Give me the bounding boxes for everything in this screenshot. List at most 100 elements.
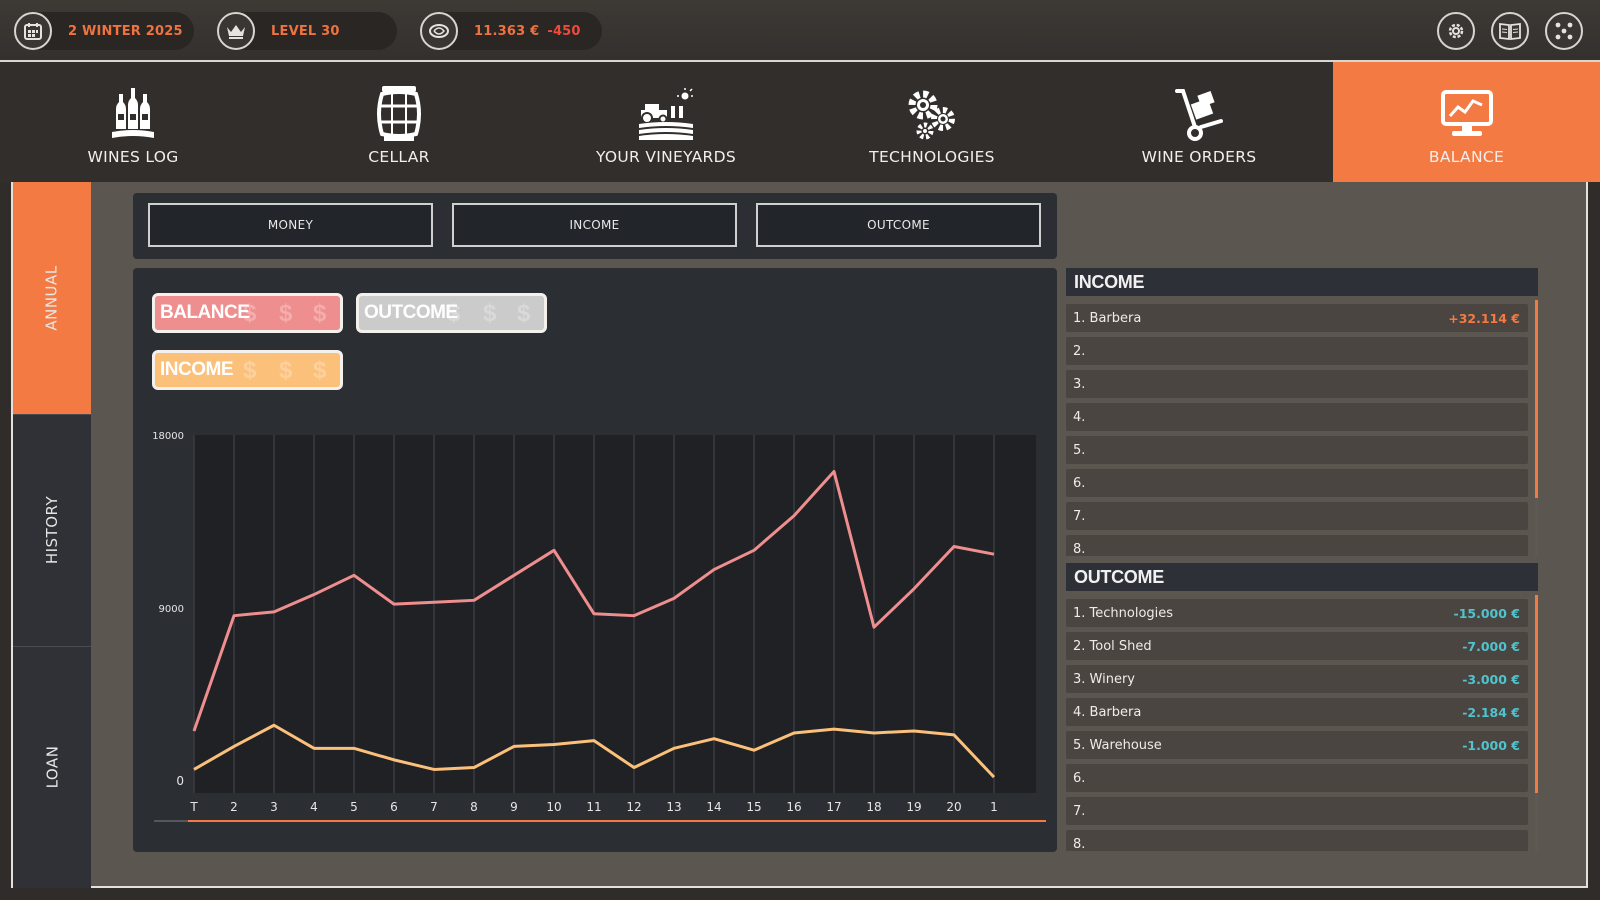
row-value: -3.000 €: [1462, 671, 1520, 687]
row-label: 7.: [1073, 508, 1086, 524]
outcome-rows[interactable]: 1. Technologies -15.000 € 2. Tool Shed -7.0…: [1066, 599, 1528, 851]
side-tab-loan[interactable]: LOAN: [13, 646, 91, 888]
row-label: 1. Barbera: [1073, 310, 1142, 326]
side-tab-annual[interactable]: ANNUAL: [13, 182, 91, 415]
nav-tab-cellar[interactable]: CELLAR: [266, 62, 532, 182]
row-label: 8.: [1073, 541, 1086, 557]
dollar-pattern-icon: $: [279, 300, 292, 327]
row-label: 1. Technologies: [1073, 605, 1174, 621]
legend-label: INCOME: [160, 359, 234, 380]
network-button[interactable]: [1545, 12, 1583, 50]
list-row[interactable]: 4. Barbera -2.184 €: [1066, 698, 1528, 726]
legend-outcome-button[interactable]: $ $ $ OUTCOME: [356, 293, 547, 333]
settings-button[interactable]: [1437, 12, 1475, 50]
nav-tab-label: TECHNOLOGIES: [869, 148, 995, 166]
outcome-scroll-thumb[interactable]: [1535, 595, 1538, 793]
x-tick-label: 11: [586, 800, 601, 814]
dollar-pattern-icon: $: [483, 300, 496, 327]
level-text: LEVEL 30: [271, 23, 340, 39]
row-value: -7.000 €: [1462, 638, 1520, 654]
row-value: -1.000 €: [1462, 737, 1520, 753]
date-text: 2 WINTER 2025: [68, 23, 183, 39]
money-text: 11.363 €: [474, 23, 540, 39]
dollar-pattern-icon: $: [313, 300, 326, 327]
date-pill: 2 WINTER 2025: [14, 12, 194, 50]
x-tick-label: 19: [906, 800, 921, 814]
side-tab-label: ANNUAL: [43, 265, 61, 331]
list-row[interactable]: 7.: [1066, 502, 1528, 530]
nav-tab-vineyards[interactable]: YOUR VINEYARDS: [533, 62, 799, 182]
row-label: 8.: [1073, 836, 1086, 852]
x-tick-label: 20: [946, 800, 961, 814]
row-label: 5.: [1073, 442, 1086, 458]
balance-line-chart: 18000 9000 0 T 2 3 4 5 6 7 8 9 10 11 12 13 14 15 16 17 18 19…: [152, 431, 1046, 822]
guide-button[interactable]: [1491, 12, 1529, 50]
income-list: INCOME 1. Barbera +32.114 € 2. 3. 4. 5. 6. 7. 8.: [1066, 268, 1538, 556]
monitor-chart-icon: [1440, 84, 1494, 144]
income-scroll-thumb[interactable]: [1535, 300, 1538, 498]
x-tick-label: T: [189, 800, 198, 814]
row-label: 3.: [1073, 376, 1086, 392]
x-tick-label: 3: [270, 800, 278, 814]
list-row[interactable]: 1. Barbera +32.114 €: [1066, 304, 1528, 332]
x-tick-label: 15: [746, 800, 761, 814]
list-row[interactable]: 6.: [1066, 764, 1528, 792]
legend-income-button[interactable]: $ $ $ INCOME: [152, 350, 343, 390]
x-tick-label: 5: [350, 800, 358, 814]
dots-icon: [1555, 22, 1573, 40]
legend-balance-button[interactable]: $ $ $ BALANCE: [152, 293, 343, 333]
row-label: 2. Tool Shed: [1073, 638, 1152, 654]
filter-income-button[interactable]: INCOME: [452, 203, 737, 247]
nav-tab-balance[interactable]: BALANCE: [1333, 62, 1600, 182]
dollar-pattern-icon: $: [447, 300, 460, 327]
book-icon: [1499, 22, 1521, 41]
side-tab-history[interactable]: HISTORY: [13, 414, 91, 647]
series-line-balance: [192, 470, 995, 732]
list-row[interactable]: 5.: [1066, 436, 1528, 464]
list-row[interactable]: 2.: [1066, 337, 1528, 365]
nav-tab-label: WINES LOG: [87, 148, 179, 166]
list-row[interactable]: 2. Tool Shed -7.000 €: [1066, 632, 1528, 660]
row-value: -15.000 €: [1453, 605, 1520, 621]
x-tick-label: 17: [826, 800, 841, 814]
x-tick-label: 10: [546, 800, 561, 814]
list-row[interactable]: 3.: [1066, 370, 1528, 398]
series-line-income: [193, 723, 996, 779]
list-row[interactable]: 8.: [1066, 830, 1528, 851]
filter-money-button[interactable]: MONEY: [148, 203, 433, 247]
nav-tab-wines-log[interactable]: WINES LOG: [0, 62, 266, 182]
filter-outcome-button[interactable]: OUTCOME: [756, 203, 1041, 247]
x-tick-label: 4: [310, 800, 318, 814]
nav-tab-wine-orders[interactable]: WINE ORDERS: [1066, 62, 1332, 182]
y-tick-label: 0: [176, 774, 184, 788]
list-row[interactable]: 4.: [1066, 403, 1528, 431]
row-label: 4. Barbera: [1073, 704, 1142, 720]
list-row[interactable]: 5. Warehouse -1.000 €: [1066, 731, 1528, 759]
list-row[interactable]: 3. Winery -3.000 €: [1066, 665, 1528, 693]
list-row[interactable]: 1. Technologies -15.000 €: [1066, 599, 1528, 627]
dollar-pattern-icon: $: [243, 300, 256, 327]
gears-icon: [905, 84, 959, 144]
nav-tab-label: WINE ORDERS: [1141, 148, 1257, 166]
nav-tab-label: BALANCE: [1428, 148, 1505, 166]
dollar-pattern-icon: $: [243, 357, 256, 384]
income-rows[interactable]: 1. Barbera +32.114 € 2. 3. 4. 5. 6. 7. 8.: [1066, 304, 1528, 556]
y-tick-label: 18000: [152, 431, 184, 442]
money-pill: 11.363 € -450: [420, 12, 602, 50]
level-pill: LEVEL 30: [217, 12, 397, 50]
tractor-field-icon: [637, 84, 695, 144]
x-tick-label: 18: [866, 800, 881, 814]
nav-tab-label: CELLAR: [368, 148, 430, 166]
list-row[interactable]: 8.: [1066, 535, 1528, 556]
row-value: +32.114 €: [1448, 310, 1520, 326]
x-tick-label: 13: [666, 800, 681, 814]
y-tick-label: 9000: [159, 604, 184, 615]
row-label: 4.: [1073, 409, 1086, 425]
nav-tab-technologies[interactable]: TECHNOLOGIES: [799, 62, 1065, 182]
main-nav: WINES LOG CELLAR YOUR VINEYARDS TECHNOLO…: [0, 60, 1600, 182]
row-value: -2.184 €: [1462, 704, 1520, 720]
list-row[interactable]: 6.: [1066, 469, 1528, 497]
list-row[interactable]: 7.: [1066, 797, 1528, 825]
x-tick-label: 16: [786, 800, 801, 814]
row-label: 6.: [1073, 475, 1086, 491]
